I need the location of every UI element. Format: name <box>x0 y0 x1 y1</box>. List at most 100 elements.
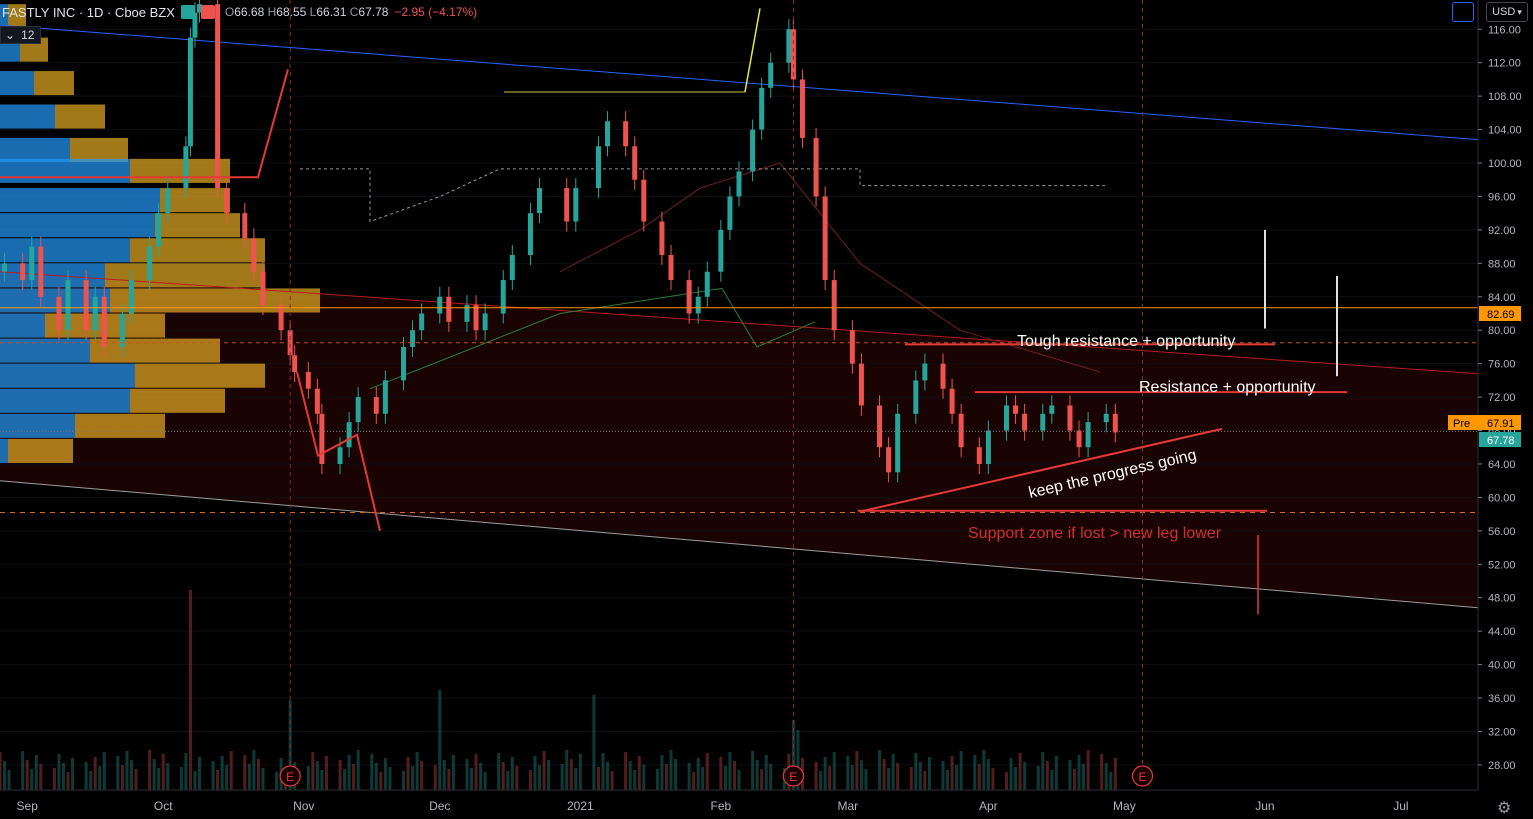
volume-bar <box>986 759 990 790</box>
volume-bar <box>52 768 56 790</box>
volume-bar <box>1104 763 1108 790</box>
candle-body <box>813 137 819 197</box>
volume-bar <box>188 590 192 790</box>
candle-body <box>849 330 855 364</box>
currency-selector[interactable]: USD ▾ <box>1486 2 1528 22</box>
vp-sell-bar <box>160 188 230 213</box>
vp-buy-bar <box>0 137 70 163</box>
volume-bar <box>864 769 868 790</box>
candle-body <box>29 246 35 281</box>
candle-body <box>156 213 162 247</box>
volume-bar <box>420 761 424 790</box>
candle-body <box>260 271 266 306</box>
volume-bar <box>406 757 410 790</box>
volume-profile-toggle[interactable]: ⌄ 12 <box>0 26 42 44</box>
volume-bar <box>760 769 764 790</box>
volume-bar <box>982 750 986 790</box>
volume-bar <box>483 772 487 790</box>
volume-bar <box>1113 758 1117 790</box>
price-axis[interactable]: 28.00 32.00 36.00 40.00 44.00 48.00 52.00 56.00… <box>1477 0 1522 790</box>
volume-bar <box>637 756 641 790</box>
volume-bar <box>1050 770 1054 790</box>
volume-bar <box>179 767 183 790</box>
volume-bar <box>891 754 895 790</box>
volume-bar <box>34 755 38 790</box>
volume-bar <box>0 752 2 790</box>
volume-bar <box>39 764 43 790</box>
candle-body <box>446 296 452 322</box>
candle-body <box>305 372 311 389</box>
ohlc-values: O66.68 H68.55 L66.31 C67.78 <box>225 5 389 19</box>
candle-body <box>940 363 946 389</box>
level-82-tag-text: 82.69 <box>1487 309 1515 321</box>
volume-bar <box>1004 772 1008 790</box>
candle-body <box>437 296 443 314</box>
volume-bar <box>129 760 133 790</box>
volume-bar <box>887 768 891 790</box>
approximate-icon <box>200 5 215 19</box>
volume-bar <box>225 765 229 790</box>
candle-body <box>319 413 325 464</box>
volume-bar <box>411 766 415 790</box>
candle-body <box>337 447 343 464</box>
volume-bar <box>674 759 678 790</box>
volume-bar <box>193 771 197 790</box>
volume-bar <box>1086 750 1090 790</box>
volume-bar <box>356 750 360 790</box>
volume-bar <box>197 757 201 790</box>
price-tick-label: 116.00 <box>1488 24 1521 36</box>
volume-bar <box>479 763 483 790</box>
vp-buy-bar <box>0 213 155 238</box>
red-path-1 <box>0 69 289 179</box>
candle-body <box>1049 405 1055 414</box>
candle-body <box>83 280 89 331</box>
volume-bar <box>311 752 315 790</box>
earnings-marker-label: E <box>286 770 294 784</box>
earnings-marker-icon <box>782 765 805 787</box>
volume-bar <box>89 771 93 790</box>
volume-bar <box>909 767 913 790</box>
volume-bar <box>21 751 25 790</box>
vp-buy-bar <box>0 4 8 29</box>
yellow-path <box>744 8 761 93</box>
chevron-down-icon: ▾ <box>1517 6 1522 17</box>
red-trendline-upper <box>0 271 1479 375</box>
candle-body <box>251 238 257 272</box>
volume-bar <box>914 753 918 790</box>
settings-gear-icon[interactable]: ⚙ <box>1497 800 1512 817</box>
candle-body <box>1112 413 1118 433</box>
candle-body <box>1103 413 1109 423</box>
volume-bar <box>823 757 827 790</box>
grey-dashed-level <box>300 168 1105 223</box>
vp-sell-bar <box>130 158 230 183</box>
fullscreen-button[interactable] <box>1452 2 1474 22</box>
volume-bar <box>732 761 736 790</box>
pre-tag <box>1448 415 1521 430</box>
time-axis[interactable]: Sep Oct Nov Dec 2021 Feb Mar Apr May Jun Jul <box>0 789 1478 813</box>
candle-body <box>564 188 570 222</box>
volume-bar <box>315 761 319 790</box>
volume-bar <box>565 750 569 790</box>
candle-body <box>473 305 479 331</box>
candle-body <box>1022 413 1028 431</box>
candle-body <box>727 196 733 230</box>
earnings-marker-label: E <box>789 770 797 784</box>
red-channel-fill <box>0 271 1478 608</box>
volume-bar <box>569 759 573 790</box>
symbol-title[interactable]: FASTLY INC · 1D · Cboe BZX <box>2 4 175 20</box>
red-stepped-ma <box>559 162 1101 373</box>
volume-bar <box>728 752 732 790</box>
volume-bar <box>66 772 70 790</box>
candle-body <box>641 179 647 222</box>
volume-bar <box>578 754 582 790</box>
volume-bar <box>261 768 265 790</box>
price-tick-label: 92.00 <box>1488 225 1516 237</box>
candle-body <box>482 313 488 331</box>
candle-body <box>668 254 674 281</box>
price-tick-label: 84.00 <box>1488 292 1516 304</box>
candle-body <box>215 4 221 189</box>
volume-bar <box>275 772 279 790</box>
high-label: H <box>267 5 277 19</box>
volume-bar <box>601 753 605 790</box>
